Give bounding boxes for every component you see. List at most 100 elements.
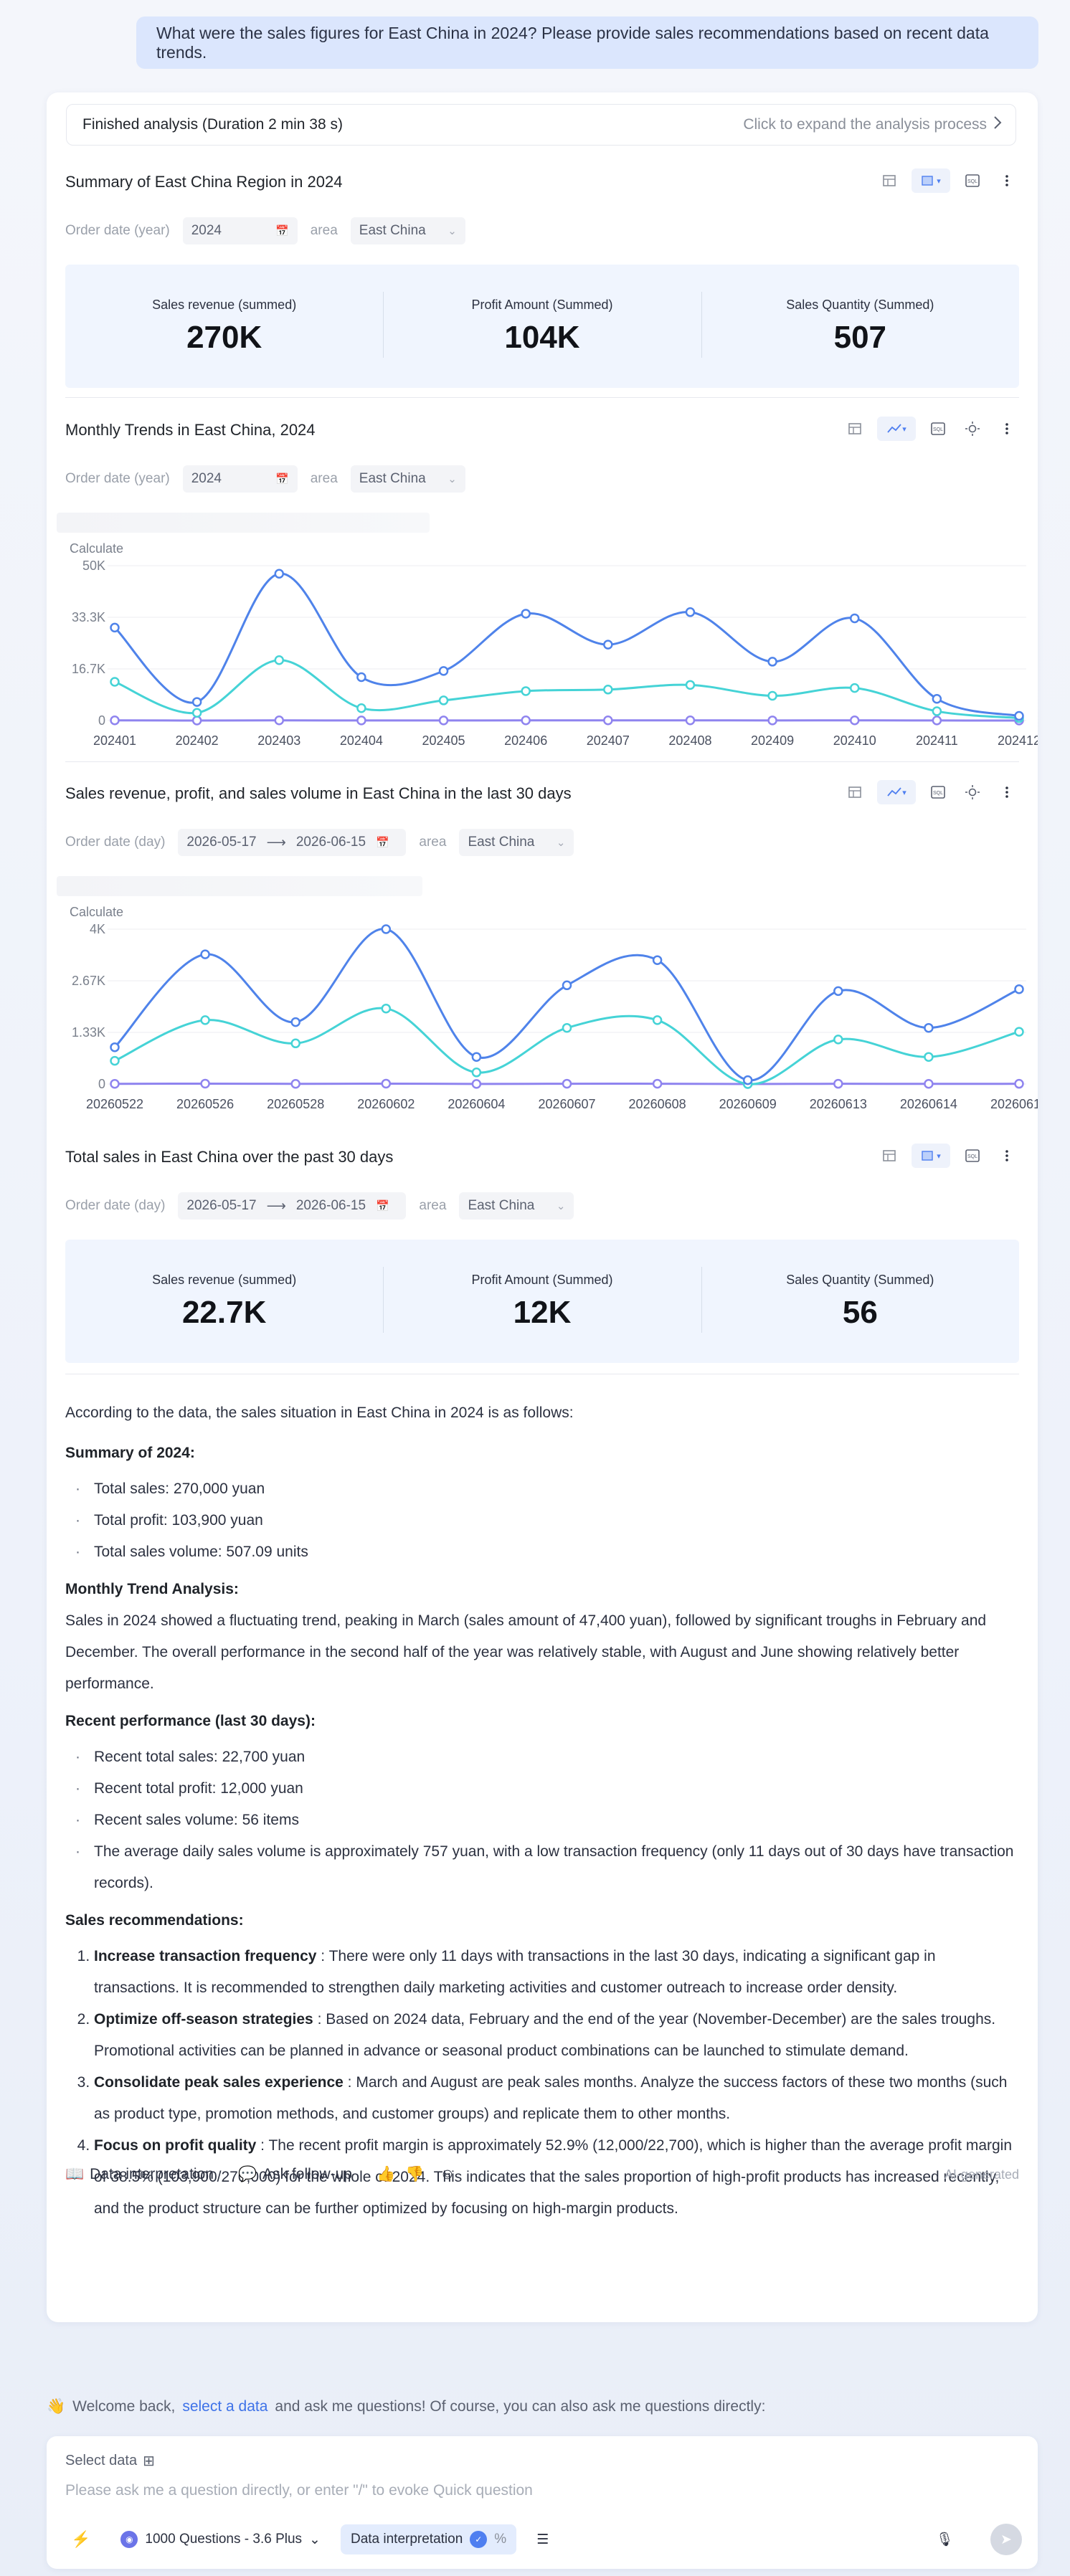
calendar-icon: 📅 [275,225,289,237]
list-item: Recent total sales: 22,700 yuan [75,1741,1019,1773]
arrow-right-icon: ⟶ [266,835,286,850]
monthly-line-chart: Calculate 0 16.7K 33.3K 50K 202401 202402 20240… [70,543,1038,748]
mode-label: Data interpretation [350,2532,463,2547]
list-icon[interactable]: ☰ [536,2532,549,2547]
divider [65,397,1019,398]
area-select[interactable]: East China ⌄ [459,1192,574,1220]
kpi-sales: Sales revenue (summed) 22.7K [65,1273,383,1331]
rec-title: Optimize off-season strategies [94,2011,313,2028]
model-select[interactable]: ◉ 1000 Questions - 3.6 Plus ⌄ [110,2524,331,2554]
year-picker[interactable]: 2024 📅 [182,217,298,244]
table-view-icon[interactable] [877,1144,901,1168]
insight-bulb-icon[interactable] [960,780,985,804]
send-button[interactable]: ➤ [990,2524,1022,2555]
series-line [114,659,1020,720]
kpi-value: 507 [833,319,887,355]
data-point [562,980,572,991]
series-line [113,572,1020,717]
year-value: 2024 [191,223,222,238]
more-vertical-icon[interactable] [995,417,1019,441]
card-view-dropdown-icon[interactable]: ▾ [912,1144,950,1168]
sql-icon[interactable]: SQL [960,1144,985,1168]
rec-list: Increase transaction frequency : There w… [65,1941,1019,2225]
insight-bulb-icon[interactable] [960,417,985,441]
select-data-link[interactable]: select a data [182,2398,268,2415]
line-chart-dropdown-icon[interactable]: ▾ [877,780,916,804]
data-point [290,1017,300,1027]
data-interpretation-label: Data interpretation [90,2166,214,2182]
data-point [767,657,777,667]
table-view-icon[interactable] [877,168,901,193]
data-point [685,680,696,690]
ask-followup-button[interactable]: 💬 Ask follow-up [238,2166,352,2183]
chat-input-box: Select data ⊞ Please ask me a question di… [47,2436,1038,2569]
x-tick-label: 202402 [176,733,219,748]
kpi-value: 104K [504,319,580,355]
area-select[interactable]: East China ⌄ [350,465,465,493]
magic-wand-icon[interactable]: ⚡ [71,2530,91,2548]
recent-list: Recent total sales: 22,700 yuan Recent t… [65,1741,1019,1899]
year-picker[interactable]: 2024 📅 [182,465,298,493]
date-from: 2026-05-17 [186,1198,257,1213]
data-point [274,655,285,665]
microphone-icon[interactable]: 🎙 [935,2532,954,2547]
sql-icon[interactable]: SQL [960,168,985,193]
area-select[interactable]: East China ⌄ [350,217,465,244]
data-point [924,1022,934,1033]
chevron-down-icon: ⌄ [448,225,457,237]
filter-row: Order date (year) 2024 📅 area East China ⌄ [65,217,465,244]
filter-label-area: area [310,471,338,486]
data-interpretation-button[interactable]: 📖 Data interpretation [65,2166,214,2183]
data-point [110,1078,120,1089]
date-range-picker[interactable]: 2026-05-17 ⟶ 2026-06-15 📅 [178,1192,407,1220]
data-point [652,955,663,965]
thumbs-up-icon[interactable]: 👍 [376,2166,396,2182]
kpi-value: 270K [186,319,262,355]
data-point [471,1068,482,1078]
list-item: Total profit: 103,900 yuan [75,1505,1019,1536]
x-tick-label: 20260614 [900,1097,957,1111]
line-chart-dropdown-icon[interactable]: ▾ [877,417,916,441]
expand-analysis-label: Click to expand the analysis process [743,116,987,133]
send-icon: ➤ [1000,2532,1012,2547]
sql-icon[interactable]: SQL [926,780,950,804]
analysis-process-bar[interactable]: Finished analysis (Duration 2 min 38 s) … [66,104,1016,146]
x-tick-label: 20260609 [719,1097,777,1111]
model-logo-icon: ◉ [120,2531,138,2548]
select-data-button[interactable]: Select data ⊞ [65,2452,155,2470]
filter-label-date: Order date (day) [65,1198,166,1213]
table-view-icon[interactable] [843,417,867,441]
percent-icon: % [494,2532,507,2547]
ai-generated-label: AI-generated [944,2167,1019,2182]
area-select[interactable]: East China ⌄ [459,829,574,856]
ask-followup-label: Ask follow-up [262,2166,352,2182]
chevron-down-icon: ⌄ [309,2532,321,2547]
data-interpretation-mode[interactable]: Data interpretation ✓% [340,2524,517,2554]
data-point [849,716,860,726]
thumbs-down-icon[interactable]: 👎 [405,2166,425,2182]
data-point [1014,1078,1024,1089]
card-view-dropdown-icon[interactable]: ▾ [912,168,950,193]
x-tick-label: 202405 [422,733,465,748]
data-point [767,690,777,701]
more-vertical-icon[interactable] [995,168,1019,193]
date-range-picker[interactable]: 2026-05-17 ⟶ 2026-06-15 📅 [178,829,407,856]
data-point [1014,1027,1024,1037]
date-to: 2026-06-15 [295,835,366,850]
data-point [685,607,696,617]
kpi-label: Sales revenue (summed) [152,297,297,312]
filter-row: Order date (day) 2026-05-17 ⟶ 2026-06-15 📅 … [65,829,574,856]
y-axis-label: Calculate [70,543,123,556]
question-input[interactable]: Please ask me a question directly, or en… [65,2482,533,2499]
kpi-panel: Sales revenue (summed) 22.7K Profit Amoun… [65,1240,1019,1363]
section-title: Monthly Trends in East China, 2024 [65,421,316,439]
more-vertical-icon[interactable] [995,1144,1019,1168]
expand-analysis-hint[interactable]: Click to expand the analysis process [743,115,1003,134]
recent-heading: Recent performance (last 30 days): [65,1713,316,1729]
list-item: Recent sales volume: 56 items [75,1805,1019,1836]
sql-icon[interactable]: SQL [926,417,950,441]
data-point [274,569,285,579]
table-view-icon[interactable] [843,780,867,804]
smile-icon[interactable]: ☺ [440,2166,455,2182]
more-vertical-icon[interactable] [995,780,1019,804]
